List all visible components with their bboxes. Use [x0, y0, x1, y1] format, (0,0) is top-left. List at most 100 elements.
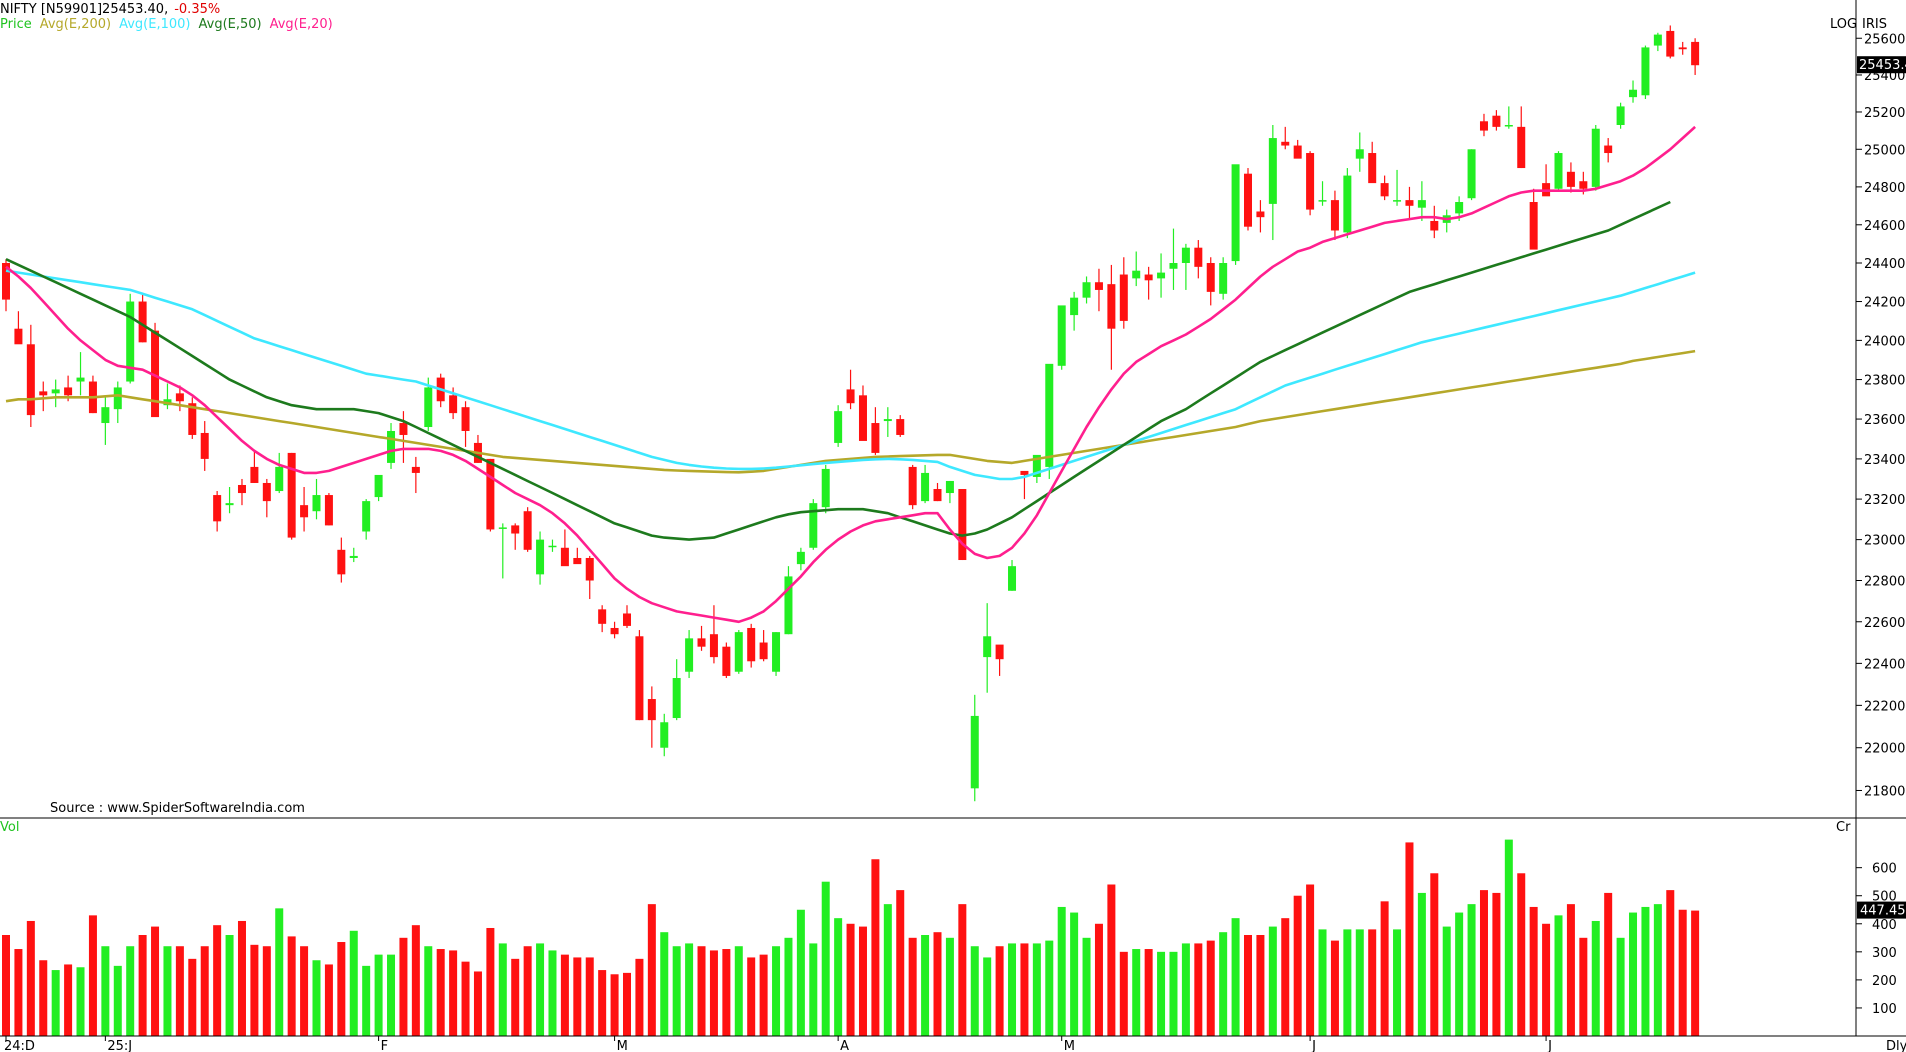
candle[interactable]	[685, 630, 694, 679]
volume-bar[interactable]	[1318, 929, 1327, 1036]
candle[interactable]	[1070, 291, 1079, 331]
volume-bar[interactable]	[697, 946, 706, 1036]
volume-bar[interactable]	[1008, 943, 1017, 1036]
volume-bar[interactable]	[796, 909, 805, 1036]
volume-bar[interactable]	[1579, 937, 1588, 1036]
timeframe-label[interactable]: Dly	[1886, 1039, 1906, 1052]
volume-bar[interactable]	[1566, 904, 1575, 1036]
volume-bar[interactable]	[1045, 940, 1054, 1036]
volume-bar[interactable]	[287, 936, 296, 1036]
candle[interactable]	[672, 659, 681, 721]
candle[interactable]	[1268, 124, 1277, 241]
candle[interactable]	[26, 324, 35, 428]
candle[interactable]	[76, 352, 85, 396]
candle[interactable]	[983, 603, 992, 693]
candle[interactable]	[287, 452, 296, 540]
candle[interactable]	[51, 379, 60, 408]
volume-bar[interactable]	[1206, 940, 1215, 1036]
volume-bar[interactable]	[1542, 923, 1551, 1036]
candle[interactable]	[871, 407, 880, 455]
volume-bar[interactable]	[896, 890, 905, 1036]
volume-bar[interactable]	[126, 946, 135, 1036]
candle[interactable]	[262, 478, 271, 518]
candle[interactable]	[709, 605, 718, 664]
candle[interactable]	[138, 293, 147, 343]
candle[interactable]	[486, 458, 495, 532]
volume-bar[interactable]	[374, 954, 383, 1036]
volume-bar[interactable]	[1306, 884, 1315, 1037]
volume-bar[interactable]	[523, 946, 532, 1036]
candle[interactable]	[1479, 113, 1488, 137]
volume-bar[interactable]	[1455, 912, 1464, 1036]
candle[interactable]	[1008, 560, 1017, 591]
candle[interactable]	[573, 547, 582, 565]
candle[interactable]	[1442, 209, 1451, 233]
volume-bar[interactable]	[349, 930, 358, 1036]
candle[interactable]	[858, 385, 867, 441]
candle[interactable]	[834, 405, 843, 447]
candle[interactable]	[1293, 139, 1302, 159]
volume-bar[interactable]	[548, 950, 557, 1036]
volume-bar[interactable]	[834, 918, 843, 1036]
candle[interactable]	[1591, 124, 1600, 191]
candle[interactable]	[1380, 175, 1389, 201]
candle[interactable]	[126, 293, 135, 384]
volume-bar[interactable]	[1442, 926, 1451, 1036]
volume-bar[interactable]	[88, 915, 97, 1036]
candle[interactable]	[1604, 138, 1613, 163]
candle[interactable]	[697, 625, 706, 651]
candle[interactable]	[1405, 186, 1414, 220]
volume-bar[interactable]	[983, 957, 992, 1036]
candle[interactable]	[312, 478, 321, 520]
candle[interactable]	[958, 489, 967, 561]
volume-bar[interactable]	[908, 937, 917, 1036]
volume-panel[interactable]	[2, 839, 1700, 1037]
volume-bar[interactable]	[747, 957, 756, 1036]
candle[interactable]	[846, 369, 855, 410]
volume-bar[interactable]	[1343, 929, 1352, 1036]
candle[interactable]	[113, 381, 122, 424]
candle[interactable]	[1355, 132, 1364, 172]
volume-bar[interactable]	[623, 972, 631, 1036]
volume-bar[interactable]	[1268, 926, 1277, 1036]
volume-bar[interactable]	[175, 946, 184, 1036]
candle[interactable]	[1616, 102, 1625, 129]
volume-bar[interactable]	[1256, 935, 1265, 1036]
candle[interactable]	[1504, 106, 1513, 129]
volume-bar[interactable]	[1616, 937, 1625, 1036]
volume-bar[interactable]	[151, 926, 160, 1036]
candle[interactable]	[647, 686, 656, 748]
candle[interactable]	[536, 531, 545, 585]
candle[interactable]	[1057, 305, 1066, 370]
candle[interactable]	[1430, 205, 1439, 239]
candle[interactable]	[1169, 228, 1178, 290]
candle[interactable]	[1417, 181, 1426, 221]
volume-bar[interactable]	[1368, 929, 1377, 1036]
candle[interactable]	[933, 482, 942, 502]
volume-bar[interactable]	[560, 954, 569, 1036]
candle[interactable]	[1244, 168, 1252, 231]
volume-bar[interactable]	[921, 935, 930, 1036]
candle[interactable]	[1206, 257, 1215, 306]
volume-bar[interactable]	[995, 946, 1004, 1036]
candle[interactable]	[39, 381, 48, 412]
candle[interactable]	[970, 694, 979, 802]
volume-bar[interactable]	[1417, 892, 1426, 1036]
candle[interactable]	[1629, 80, 1638, 103]
volume-bar[interactable]	[237, 920, 246, 1036]
candle[interactable]	[635, 630, 644, 721]
candle[interactable]	[200, 421, 209, 471]
volume-bar[interactable]	[1504, 839, 1513, 1036]
price-panel[interactable]	[2, 25, 1700, 802]
volume-bar[interactable]	[1132, 949, 1141, 1036]
candle[interactable]	[349, 547, 358, 563]
candle[interactable]	[1181, 243, 1190, 290]
candle[interactable]	[1529, 188, 1538, 250]
volume-bar[interactable]	[871, 859, 880, 1036]
volume-bar[interactable]	[1641, 906, 1650, 1036]
candle[interactable]	[237, 478, 246, 506]
candle[interactable]	[548, 539, 557, 552]
candle[interactable]	[1666, 25, 1675, 59]
volume-bar[interactable]	[759, 954, 768, 1036]
volume-bar[interactable]	[660, 932, 669, 1036]
